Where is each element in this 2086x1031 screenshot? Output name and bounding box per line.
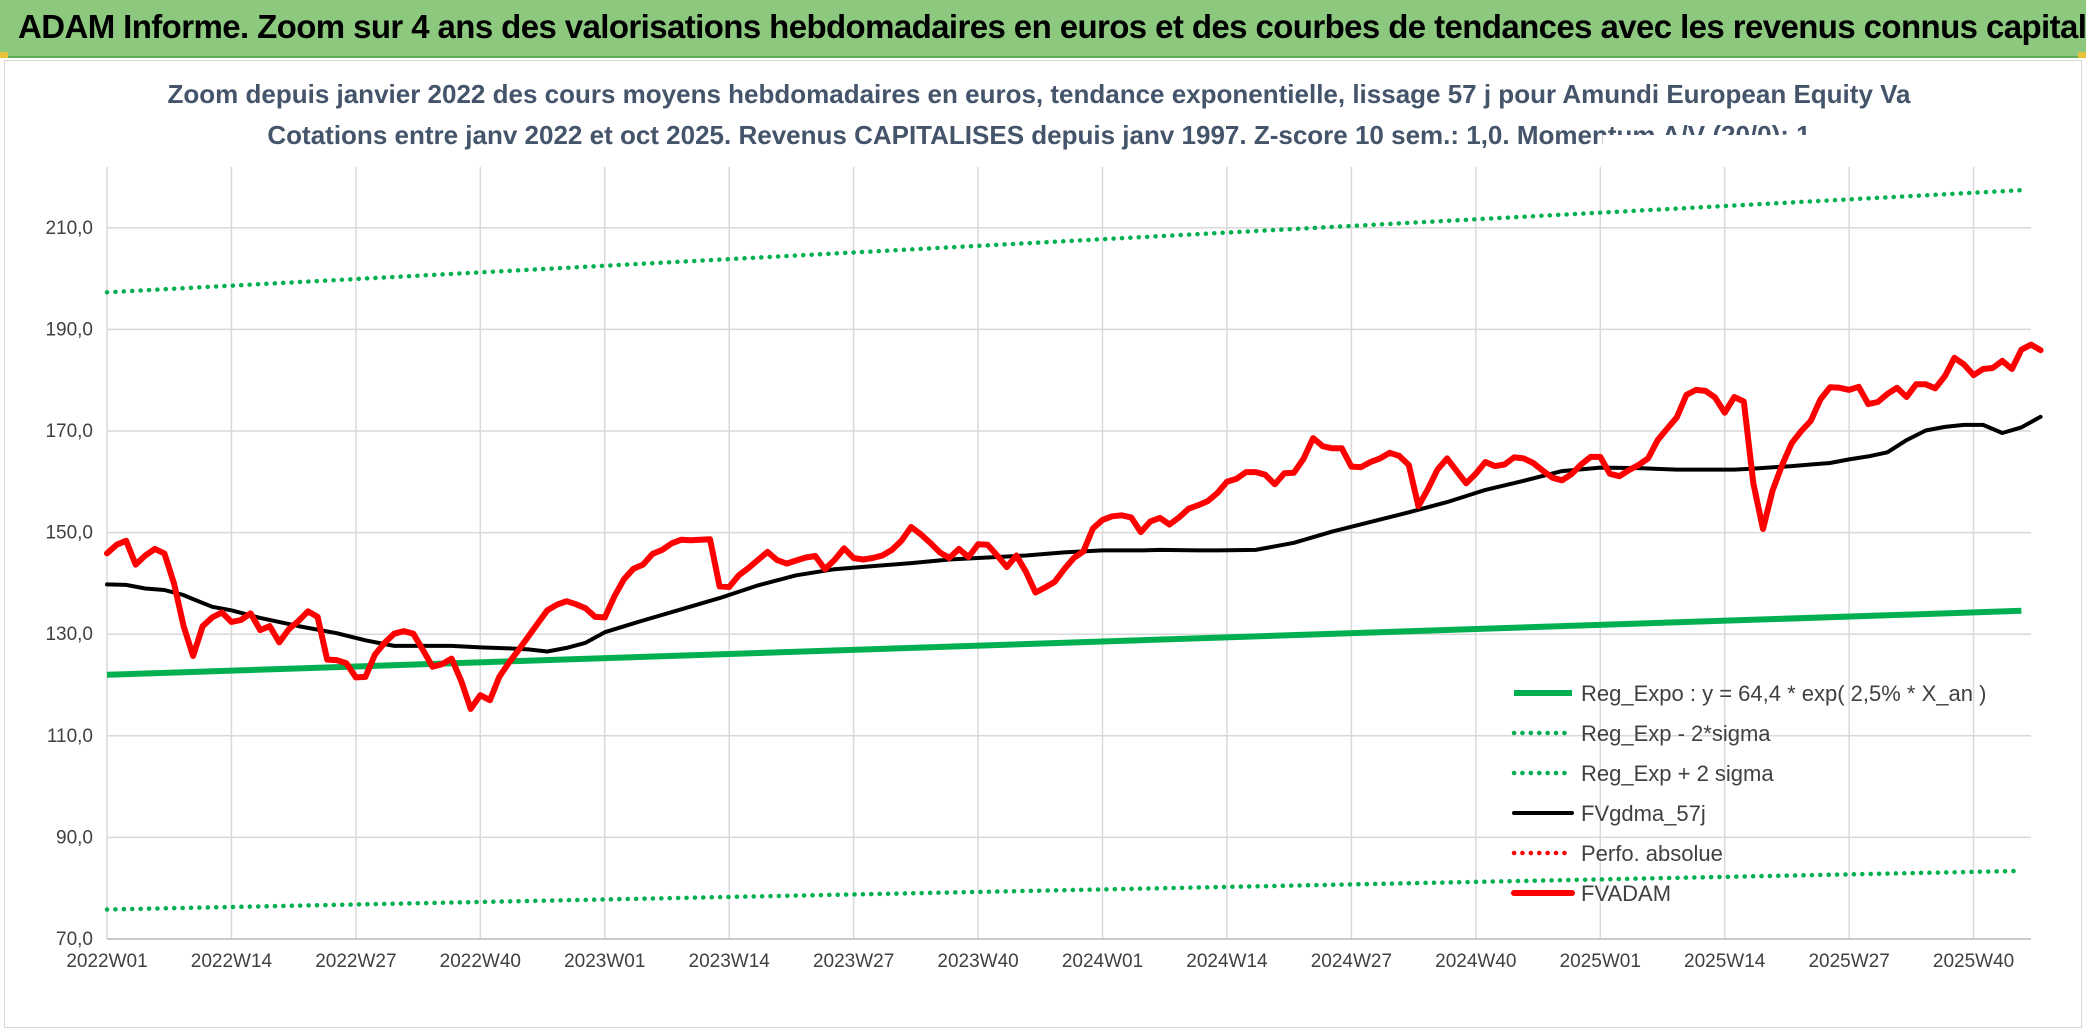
x-tick-label: 2022W14: [191, 951, 273, 972]
x-tick-label: 2025W14: [1684, 951, 1766, 972]
banner-title: ADAM Informe. Zoom sur 4 ans des valoris…: [18, 8, 2086, 45]
x-tick-label: 2024W27: [1311, 951, 1392, 972]
chart-subtitle: Cotations entre janv 2022 et oct 2025. R…: [267, 120, 1810, 150]
series-gap: [1603, 135, 1835, 163]
corner-mark-left: [0, 52, 8, 58]
y-tick-label: 210,0: [45, 218, 93, 239]
chart-title: Zoom depuis janvier 2022 des cours moyen…: [168, 79, 1912, 109]
x-tick-label: 2023W01: [564, 951, 645, 972]
y-tick-label: 150,0: [45, 523, 93, 544]
banner: ADAM Informe. Zoom sur 4 ans des valoris…: [0, 0, 2086, 58]
x-tick-label: 2024W14: [1186, 951, 1268, 972]
x-tick-label: 2023W14: [689, 951, 771, 972]
y-tick-label: 110,0: [47, 726, 93, 747]
legend: Reg_Expo : y = 64,4 * exp( 2,5% * X_an )…: [1511, 681, 1986, 906]
x-tick-label: 2024W01: [1062, 951, 1143, 972]
legend-label: FVgdma_57j: [1581, 801, 1706, 826]
y-tick-label: 90,0: [56, 827, 93, 848]
x-tick-label: 2024W40: [1435, 951, 1516, 972]
y-axis-ticks: 70,0 90,0 110,0 130,0 150,0 170,0 190,0 210,0: [45, 218, 93, 950]
x-tick-label: 2022W01: [66, 951, 147, 972]
x-tick-label: 2025W01: [1560, 951, 1641, 972]
y-tick-label: 190,0: [45, 319, 93, 340]
grid: [106, 167, 2031, 940]
legend-label: Reg_Expo : y = 64,4 * exp( 2,5% * X_an ): [1581, 681, 1986, 706]
chart-svg: Zoom depuis janvier 2022 des cours moyen…: [45, 79, 2044, 972]
x-tick-label: 2023W27: [813, 951, 894, 972]
x-tick-label: 2023W40: [937, 951, 1018, 972]
x-axis-ticks: 2022W01 2022W14 2022W27 2022W40 2023W01 2023W…: [66, 951, 2014, 972]
legend-label: FVADAM: [1581, 881, 1671, 906]
x-tick-label: 2022W40: [440, 951, 521, 972]
series-line-1: [104, 868, 2024, 912]
x-tick-label: 2025W40: [1933, 951, 2014, 972]
y-tick-label: 130,0: [45, 624, 93, 645]
legend-label: Perfo. absolue: [1581, 841, 1723, 866]
series-line-0: [106, 607, 2022, 678]
y-tick-label: 170,0: [45, 421, 93, 442]
chart-area: Zoom depuis janvier 2022 des cours moyen…: [4, 60, 2082, 1028]
series-line-5: [104, 341, 2044, 712]
legend-label: Reg_Exp - 2*sigma: [1581, 721, 1771, 746]
y-tick-label: 70,0: [56, 929, 93, 950]
series-group: [104, 187, 2044, 912]
series-line-2: [104, 187, 2024, 295]
x-tick-label: 2022W27: [315, 951, 396, 972]
corner-mark-right: [2078, 52, 2086, 58]
legend-label: Reg_Exp + 2 sigma: [1581, 761, 1774, 786]
x-tick-label: 2025W27: [1808, 951, 1889, 972]
